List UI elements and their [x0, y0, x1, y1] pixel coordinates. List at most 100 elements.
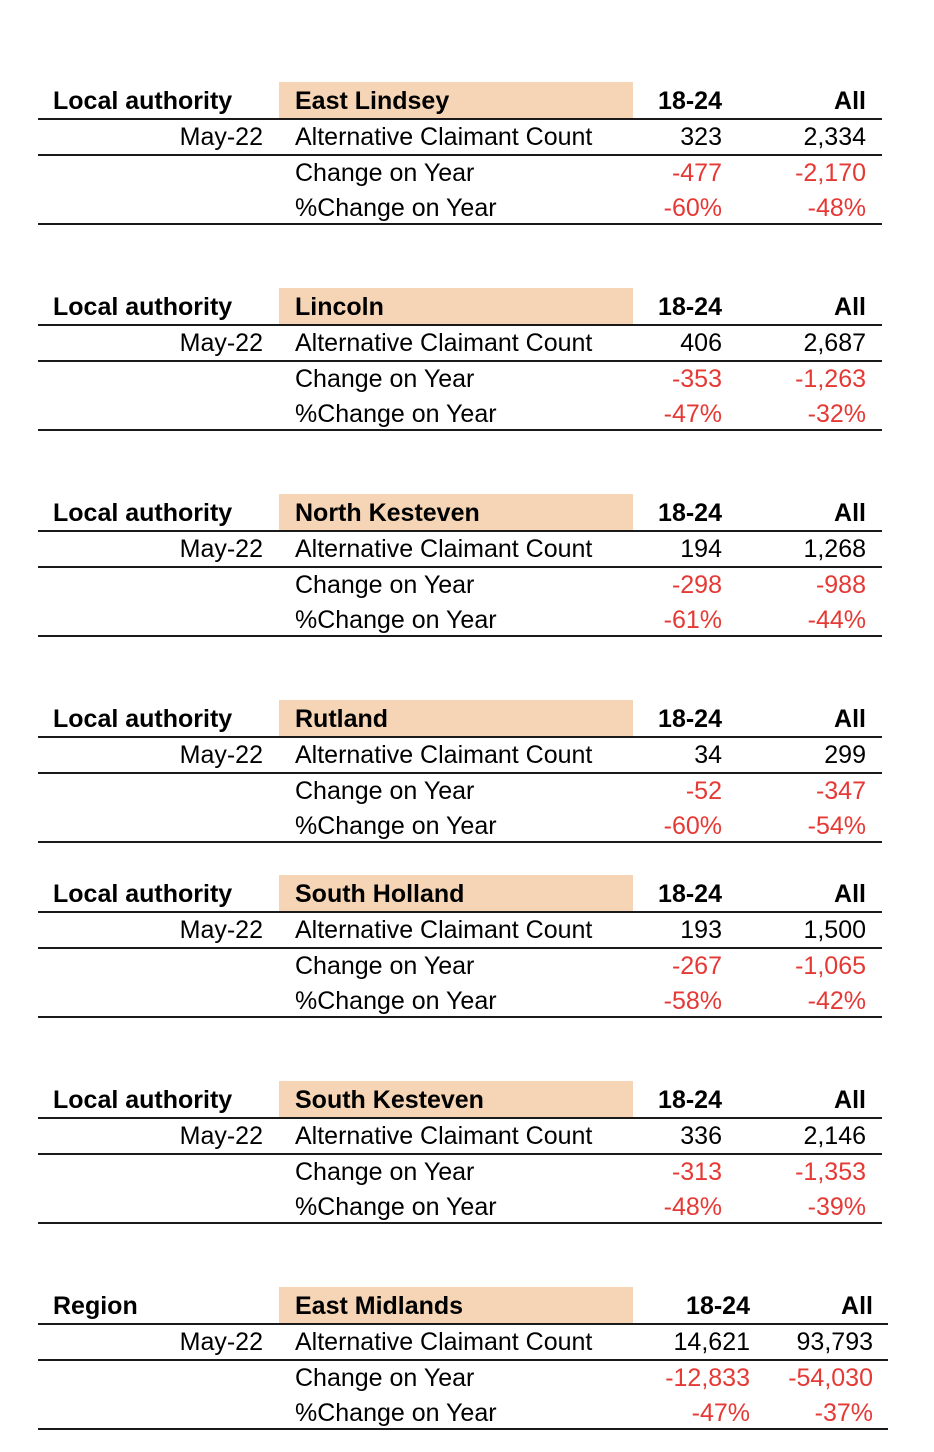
- row-label: %Change on Year: [295, 1396, 497, 1431]
- value-18-24: -313: [672, 1155, 722, 1190]
- row-label: Alternative Claimant Count: [295, 326, 592, 361]
- value-all: -2,170: [795, 156, 866, 191]
- col-header-age: 18-24: [658, 84, 722, 119]
- block-label: Local authority: [53, 1083, 232, 1118]
- value-all: 299: [824, 738, 866, 773]
- header-row: Region East Midlands 18-24 All: [38, 1289, 888, 1324]
- value-all: -48%: [808, 191, 866, 226]
- table-row: %Change on Year -48% -39%: [38, 1190, 882, 1225]
- table-block: Local authority Lincoln 18-24 All May-22 Alte…: [38, 288, 882, 433]
- row-divider: [38, 772, 882, 774]
- row-label: Alternative Claimant Count: [295, 1325, 592, 1360]
- col-header-all: All: [834, 290, 866, 325]
- row-label: Change on Year: [295, 1361, 474, 1396]
- value-all: 93,793: [797, 1325, 873, 1360]
- value-all: 2,146: [803, 1119, 866, 1154]
- value-all: -1,065: [795, 949, 866, 984]
- value-all: -54,030: [788, 1361, 873, 1396]
- table-row: May-22 Alternative Claimant Count 336 2,146: [38, 1119, 882, 1154]
- col-header-all: All: [834, 84, 866, 119]
- value-18-24: -298: [672, 568, 722, 603]
- block-label: Local authority: [53, 496, 232, 531]
- value-18-24: -47%: [664, 397, 722, 432]
- value-18-24: -477: [672, 156, 722, 191]
- block-label: Region: [53, 1289, 138, 1324]
- value-18-24: -58%: [664, 984, 722, 1019]
- table-block: Local authority South Kesteven 18-24 All May…: [38, 1081, 882, 1226]
- value-18-24: 406: [680, 326, 722, 361]
- area-name: North Kesteven: [295, 496, 480, 531]
- period-label: May-22: [180, 738, 263, 773]
- value-all: -1,263: [795, 362, 866, 397]
- table-row: Change on Year -267 -1,065: [38, 949, 882, 984]
- table-row: Change on Year -52 -347: [38, 774, 882, 809]
- value-all: 1,268: [803, 532, 866, 567]
- area-name: East Lindsey: [295, 84, 449, 119]
- value-18-24: -267: [672, 949, 722, 984]
- table-row: %Change on Year -58% -42%: [38, 984, 882, 1019]
- row-label: Alternative Claimant Count: [295, 532, 592, 567]
- row-divider: [38, 154, 882, 156]
- value-18-24: 193: [680, 913, 722, 948]
- table-row: %Change on Year -47% -32%: [38, 397, 882, 432]
- value-18-24: -60%: [664, 809, 722, 844]
- table-row: May-22 Alternative Claimant Count 323 2,334: [38, 120, 882, 155]
- value-18-24: -48%: [664, 1190, 722, 1225]
- row-label: Alternative Claimant Count: [295, 738, 592, 773]
- value-18-24: -12,833: [665, 1361, 750, 1396]
- value-all: -988: [816, 568, 866, 603]
- value-18-24: 14,621: [674, 1325, 750, 1360]
- row-label: Change on Year: [295, 949, 474, 984]
- row-label: Alternative Claimant Count: [295, 913, 592, 948]
- col-header-age: 18-24: [658, 496, 722, 531]
- value-all: -37%: [815, 1396, 873, 1431]
- row-label: %Change on Year: [295, 191, 497, 226]
- row-label: Change on Year: [295, 1155, 474, 1190]
- row-divider: [38, 1153, 882, 1155]
- value-all: 2,687: [803, 326, 866, 361]
- col-header-age: 18-24: [658, 702, 722, 737]
- row-label: Alternative Claimant Count: [295, 120, 592, 155]
- table-row: Change on Year -353 -1,263: [38, 362, 882, 397]
- value-18-24: -353: [672, 362, 722, 397]
- row-label: Change on Year: [295, 362, 474, 397]
- table-row: Change on Year -477 -2,170: [38, 156, 882, 191]
- row-label: Change on Year: [295, 568, 474, 603]
- value-all: 2,334: [803, 120, 866, 155]
- table-row: May-22 Alternative Claimant Count 34 299: [38, 738, 882, 773]
- table-block: Local authority Rutland 18-24 All May-22 Alte…: [38, 700, 882, 845]
- table-row: May-22 Alternative Claimant Count 194 1,268: [38, 532, 882, 567]
- period-label: May-22: [180, 326, 263, 361]
- period-label: May-22: [180, 120, 263, 155]
- table-row: May-22 Alternative Claimant Count 406 2,687: [38, 326, 882, 361]
- value-18-24: -61%: [664, 603, 722, 638]
- block-label: Local authority: [53, 290, 232, 325]
- col-header-all: All: [834, 877, 866, 912]
- period-label: May-22: [180, 1325, 263, 1360]
- bottom-divider: [38, 429, 882, 431]
- bottom-divider: [38, 1428, 888, 1430]
- block-label: Local authority: [53, 877, 232, 912]
- table-row: May-22 Alternative Claimant Count 193 1,500: [38, 913, 882, 948]
- value-all: -42%: [808, 984, 866, 1019]
- row-label: %Change on Year: [295, 809, 497, 844]
- row-label: %Change on Year: [295, 984, 497, 1019]
- col-header-age: 18-24: [658, 290, 722, 325]
- row-divider: [38, 1359, 888, 1361]
- value-all: -1,353: [795, 1155, 866, 1190]
- block-label: Local authority: [53, 702, 232, 737]
- area-name: South Holland: [295, 877, 464, 912]
- area-name: Rutland: [295, 702, 388, 737]
- period-label: May-22: [180, 532, 263, 567]
- row-divider: [38, 566, 882, 568]
- value-18-24: 194: [680, 532, 722, 567]
- bottom-divider: [38, 841, 882, 843]
- col-header-all: All: [834, 1083, 866, 1118]
- value-all: -32%: [808, 397, 866, 432]
- value-18-24: -47%: [692, 1396, 750, 1431]
- value-all: 1,500: [803, 913, 866, 948]
- value-18-24: 323: [680, 120, 722, 155]
- row-label: Alternative Claimant Count: [295, 1119, 592, 1154]
- value-18-24: -60%: [664, 191, 722, 226]
- table-row: Change on Year -12,833 -54,030: [38, 1361, 888, 1396]
